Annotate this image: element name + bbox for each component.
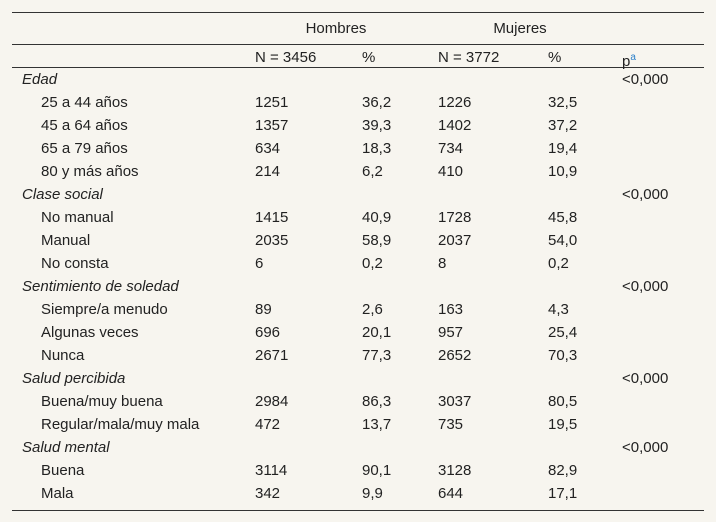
row-label: Nunca [41,346,85,364]
cell: 2984 [255,392,289,410]
p-value: <0,000 [622,438,669,456]
cell: 10,9 [548,162,578,180]
cell: 90,1 [362,461,392,479]
rule [12,44,704,45]
cell: 45,8 [548,208,578,226]
row-label: 25 a 44 años [41,93,128,111]
p-value: <0,000 [622,277,669,295]
cell: 3128 [438,461,472,479]
cell: 39,3 [362,116,392,134]
cell: 32,5 [548,93,578,111]
cell: 13,7 [362,415,392,433]
column-header: N = 3772 [438,48,500,66]
cell: 17,1 [548,484,578,502]
section-label: Salud percibida [22,369,126,387]
cell: 734 [438,139,464,157]
cell: 8 [438,254,447,272]
cell: 957 [438,323,464,341]
cell: 40,9 [362,208,392,226]
cell: 4,3 [548,300,569,318]
cell: 20,1 [362,323,392,341]
cell: 2671 [255,346,289,364]
cell: 3114 [255,461,288,479]
cell: 163 [438,300,464,318]
cell: 6,2 [362,162,383,180]
section-label: Sentimiento de soledad [22,277,179,295]
cell: 54,0 [548,231,578,249]
cell: 1251 [255,93,289,111]
cell: 644 [438,484,464,502]
cell: 0,2 [362,254,383,272]
column-header: pa [622,51,636,70]
cell: 18,3 [362,139,392,157]
row-label: No manual [41,208,114,226]
cell: 2,6 [362,300,383,318]
row-label: No consta [41,254,109,272]
cell: 6 [255,254,264,272]
cell: 1402 [438,116,472,134]
column-header: % [362,48,376,66]
cell: 58,9 [362,231,392,249]
row-label: Mala [41,484,74,502]
p-value: <0,000 [622,185,669,203]
row-label: 45 a 64 años [41,116,128,134]
cell: 19,4 [548,139,578,157]
section-label: Salud mental [22,438,110,456]
cell: 1415 [255,208,289,226]
section-label: Edad [22,70,58,88]
group-header: Mujeres [493,19,547,37]
footnote-marker: a [630,51,636,63]
cell: 82,9 [548,461,578,479]
cell: 696 [255,323,281,341]
cell: 2035 [255,231,289,249]
cell: 2037 [438,231,472,249]
cell: 36,2 [362,93,392,111]
row-label: Manual [41,231,91,249]
cell: 342 [255,484,281,502]
rule [12,67,704,68]
cell: 70,3 [548,346,578,364]
p-value: <0,000 [622,369,669,387]
section-label: Clase social [22,185,103,203]
cell: 37,2 [548,116,578,134]
row-label: Algunas veces [41,323,139,341]
cell: 735 [438,415,464,433]
cell: 214 [255,162,281,180]
row-label: 80 y más años [41,162,139,180]
column-header: N = 3456 [255,48,317,66]
cell: 77,3 [362,346,392,364]
cell: 25,4 [548,323,578,341]
cell: 3037 [438,392,472,410]
p-value: <0,000 [622,70,669,88]
row-label: Buena [41,461,85,479]
cell: 86,3 [362,392,392,410]
row-label: 65 a 79 años [41,139,128,157]
cell: 2652 [438,346,472,364]
cell: 634 [255,139,281,157]
rule [12,510,704,511]
cell: 472 [255,415,281,433]
cell: 1357 [255,116,289,134]
row-label: Regular/mala/muy mala [41,415,200,433]
row-label: Siempre/a menudo [41,300,168,318]
cell: 19,5 [548,415,578,433]
rule [12,12,704,13]
cell: 410 [438,162,464,180]
cell: 1728 [438,208,472,226]
cell: 80,5 [548,392,578,410]
group-header: Hombres [305,19,367,37]
cell: 9,9 [362,484,383,502]
cell: 1226 [438,93,472,111]
cell: 0,2 [548,254,569,272]
cell: 89 [255,300,272,318]
column-header: % [548,48,562,66]
row-label: Buena/muy buena [41,392,163,410]
